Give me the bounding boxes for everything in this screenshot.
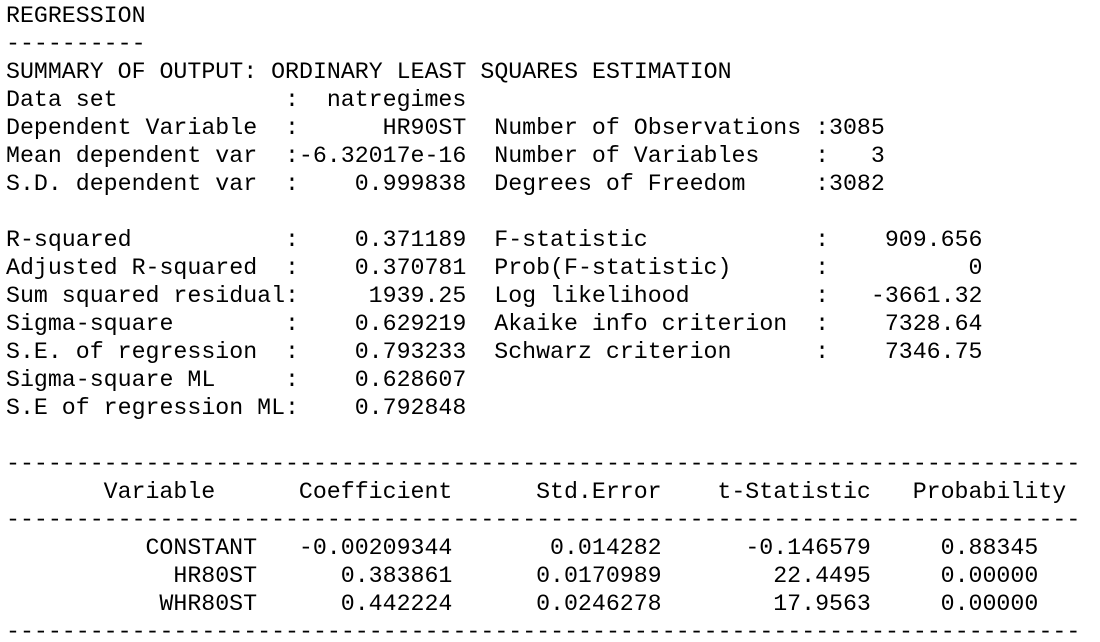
stat-separator: : [285,87,299,113]
stat-label: Mean dependent var [6,143,257,169]
table-rule: ----------------------------------------… [6,619,1080,642]
column-header: Std.Error [536,479,662,505]
stat-value: natregimes [327,87,467,113]
stat-separator: : [285,227,299,253]
stat-value: HR90ST [383,115,467,141]
column-header: t-Statistic [717,479,870,505]
table-cell: 0.0246278 [536,591,662,617]
table-cell: 0.0170989 [536,563,662,589]
stat-value: 1939.25 [369,283,467,309]
stat-separator: : [285,367,299,393]
table-cell: WHR80ST [159,591,257,617]
stat-separator: : [815,115,829,141]
stat-label: F-statistic [494,227,647,253]
stat-label: Akaike info criterion [494,311,787,337]
stat-value: 3 [871,143,885,169]
stat-separator: : [285,395,299,421]
stat-value: 3085 [829,115,885,141]
stat-value: 0.999838 [355,171,467,197]
stat-separator: : [285,339,299,365]
stat-value: 0.371189 [355,227,467,253]
stat-value: -3661.32 [871,283,983,309]
stat-value: 7328.64 [885,311,983,337]
stat-label: Data set [6,87,118,113]
stat-value: 7346.75 [885,339,983,365]
stat-label: Log likelihood [494,283,689,309]
stat-label: Number of Observations [494,115,801,141]
stat-label: Degrees of Freedom [494,171,745,197]
stat-value: 3082 [829,171,885,197]
table-cell: 0.00000 [941,591,1039,617]
stat-separator: : [285,311,299,337]
table-cell: 22.4495 [773,563,871,589]
table-cell: 0.88345 [941,535,1039,561]
stat-separator: : [815,227,829,253]
stat-separator: : [285,255,299,281]
stat-label: S.E. of regression [6,339,257,365]
stat-separator: : [815,283,829,309]
stat-separator: : [285,143,299,169]
stat-label: Dependent Variable [6,115,257,141]
table-cell: CONSTANT [145,535,257,561]
table-cell: 0.442224 [341,591,453,617]
stat-separator: : [815,255,829,281]
stat-separator: : [815,171,829,197]
column-header: Probability [913,479,1067,505]
stat-label: Adjusted R-squared [6,255,257,281]
stat-value: 0.370781 [355,255,467,281]
stat-separator: : [815,339,829,365]
column-header: Coefficient [299,479,452,505]
table-rule: ----------------------------------------… [6,507,1080,533]
table-cell: 0.00000 [941,563,1039,589]
stat-label: Schwarz criterion [494,339,731,365]
stat-label: Sum squared residual [6,283,285,309]
stat-value: -6.32017e-16 [299,143,466,169]
stat-value: 0.629219 [355,311,467,337]
stat-label: S.E of regression ML [6,395,285,421]
table-cell: HR80ST [173,563,257,589]
stat-value: 0.792848 [355,395,467,421]
stat-label: S.D. dependent var [6,171,257,197]
summary-heading: SUMMARY OF OUTPUT: ORDINARY LEAST SQUARE… [6,59,732,85]
stat-separator: : [815,311,829,337]
stat-value: 0.793233 [355,339,467,365]
stat-value: 909.656 [885,227,983,253]
stat-value: 0 [969,255,983,281]
table-cell: -0.146579 [745,535,871,561]
table-cell: -0.00209344 [299,535,452,561]
table-cell: 0.014282 [550,535,662,561]
stat-label: R-squared [6,227,132,253]
stat-value: 0.628607 [355,367,467,393]
stat-separator: : [285,115,299,141]
stat-label: Prob(F-statistic) [494,255,731,281]
stat-label: Sigma-square ML [6,367,215,393]
stat-label: Sigma-square [6,311,173,337]
title: REGRESSION [6,3,146,29]
table-cell: 0.383861 [341,563,453,589]
stat-label: Number of Variables [494,143,759,169]
title-rule: ---------- [6,31,146,57]
stat-separator: : [815,143,829,169]
column-header: Variable [104,479,216,505]
table-rule: ----------------------------------------… [6,451,1080,477]
table-cell: 17.9563 [773,591,871,617]
stat-separator: : [285,283,299,309]
stat-separator: : [285,171,299,197]
